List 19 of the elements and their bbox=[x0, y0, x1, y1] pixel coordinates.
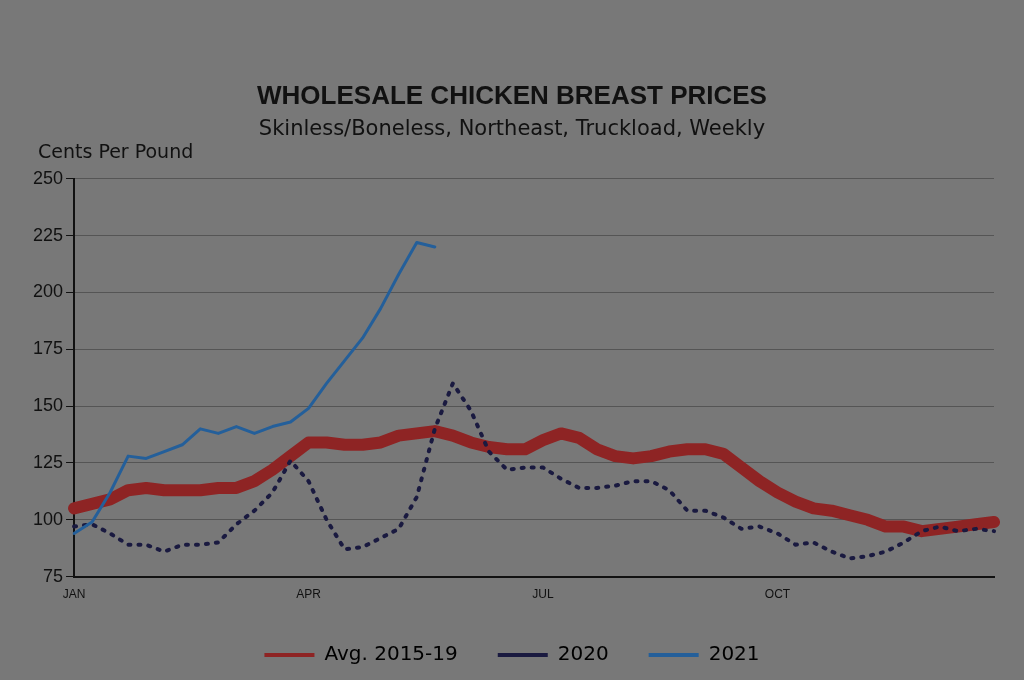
legend-label: 2020 bbox=[557, 641, 609, 666]
y-tick-label: 250 bbox=[32, 167, 64, 188]
y-tick-label: 150 bbox=[32, 395, 64, 416]
chart-subtitle: Skinless/Boneless, Northeast, Truckload, Weekly bbox=[257, 116, 767, 140]
x-tick-label: JUL bbox=[532, 587, 555, 602]
legend-label: 2021 bbox=[708, 641, 760, 666]
x-tick-label: APR bbox=[296, 587, 322, 602]
y-tick-label: 225 bbox=[32, 224, 64, 245]
y-tick-label: 175 bbox=[32, 338, 64, 359]
chart-title: WHOLESALE CHICKEN BREAST PRICES bbox=[256, 80, 768, 111]
y-tick-label: 100 bbox=[32, 508, 64, 529]
y-tick-label: 200 bbox=[32, 281, 64, 302]
line-series bbox=[72, 381, 996, 561]
y-tick-label: 75 bbox=[43, 565, 64, 586]
x-tick-label: OCT bbox=[764, 587, 791, 602]
x-tick-label: JAN bbox=[62, 587, 86, 602]
y-axis-title: Cents Per Pound bbox=[38, 140, 194, 162]
y-tick-label: 125 bbox=[32, 451, 64, 472]
legend-label: Avg. 2015-19 bbox=[324, 641, 458, 666]
